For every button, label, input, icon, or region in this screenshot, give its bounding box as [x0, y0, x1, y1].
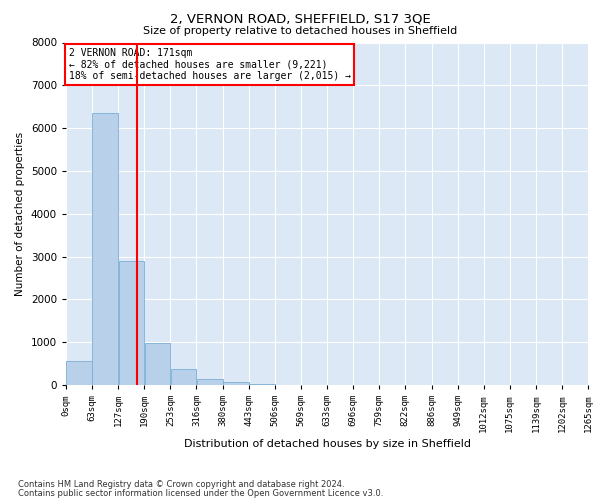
- Bar: [145, 344, 170, 385]
- Bar: [170, 369, 196, 385]
- Text: Contains HM Land Registry data © Crown copyright and database right 2024.: Contains HM Land Registry data © Crown c…: [18, 480, 344, 489]
- Bar: [249, 384, 275, 385]
- Bar: [92, 113, 118, 385]
- X-axis label: Distribution of detached houses by size in Sheffield: Distribution of detached houses by size …: [184, 438, 470, 448]
- Text: 2, VERNON ROAD, SHEFFIELD, S17 3QE: 2, VERNON ROAD, SHEFFIELD, S17 3QE: [170, 12, 430, 26]
- Bar: [223, 382, 249, 385]
- Text: Size of property relative to detached houses in Sheffield: Size of property relative to detached ho…: [143, 26, 457, 36]
- Y-axis label: Number of detached properties: Number of detached properties: [15, 132, 25, 296]
- Bar: [197, 379, 223, 385]
- Text: 2 VERNON ROAD: 171sqm
← 82% of detached houses are smaller (9,221)
18% of semi-d: 2 VERNON ROAD: 171sqm ← 82% of detached …: [68, 48, 350, 81]
- Bar: [119, 261, 145, 385]
- Text: Contains public sector information licensed under the Open Government Licence v3: Contains public sector information licen…: [18, 488, 383, 498]
- Bar: [66, 360, 92, 385]
